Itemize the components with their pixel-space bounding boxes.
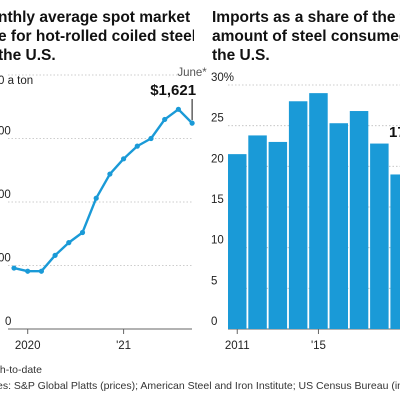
- bar-2015: [309, 93, 328, 329]
- x-tick-label: 2020: [15, 340, 41, 352]
- bar-2012: [248, 135, 267, 329]
- y-tick-label: 00: [0, 189, 11, 201]
- bar-chart: 30% 25 20 15 10 5 0 2011 '15 17: [211, 72, 400, 352]
- bar-2018: [370, 143, 389, 329]
- y-tick-label: 0: [5, 316, 11, 328]
- y-tick-label: 00: [0, 253, 11, 265]
- y-tick-label: 30%: [211, 72, 234, 84]
- bar-2019: [390, 174, 400, 329]
- footnote: th-to-date: [0, 364, 42, 376]
- bar-2011: [228, 154, 247, 329]
- bar-chart-title: Imports as a share of the to amount of s…: [212, 9, 400, 64]
- bar-2013: [268, 141, 288, 329]
- price-point: [38, 268, 45, 274]
- price-point: [25, 268, 31, 274]
- y-unit-label: 0 a ton: [0, 75, 33, 87]
- x-tick-label: 2011: [225, 340, 250, 352]
- y-tick-label: 5: [211, 275, 217, 287]
- annotation-value: $1,621: [150, 82, 196, 99]
- price-point: [189, 120, 195, 126]
- price-point: [148, 135, 154, 142]
- bar-annotation-value: 17: [389, 124, 400, 141]
- source-note: es: S&P Global Platts (prices); American…: [0, 380, 400, 392]
- price-point: [11, 265, 17, 271]
- price-point: [175, 106, 181, 112]
- price-point: [107, 171, 113, 177]
- price-point: [134, 143, 140, 149]
- x-tick-label: '15: [311, 340, 326, 352]
- bar-2016: [329, 123, 348, 329]
- price-point: [93, 195, 99, 201]
- y-tick-label: 25: [211, 113, 224, 125]
- bar-2014: [288, 101, 308, 330]
- y-tick-label: 15: [211, 194, 224, 206]
- price-point: [162, 116, 168, 123]
- y-tick-label: 10: [211, 235, 224, 247]
- y-tick-label: 00: [0, 126, 11, 138]
- x-tick-label: '21: [116, 340, 131, 352]
- price-point: [121, 156, 127, 162]
- price-line: [13, 108, 193, 273]
- y-tick-label: 20: [211, 153, 224, 165]
- price-point: [79, 229, 86, 236]
- bar-2017: [349, 111, 369, 329]
- y-tick-label: 0: [211, 316, 217, 328]
- annotation-month: June*: [177, 67, 207, 79]
- price-point: [66, 240, 72, 246]
- price-point: [52, 252, 58, 258]
- line-chart-title: nthly average spot market e for hot-roll…: [0, 9, 194, 64]
